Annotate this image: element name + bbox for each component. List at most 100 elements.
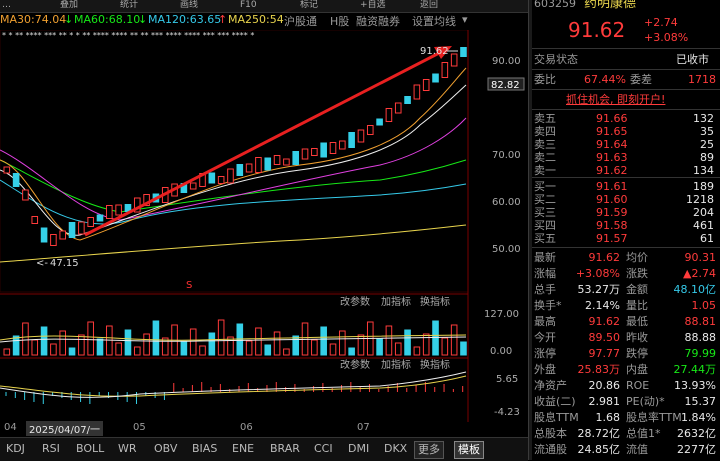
- candle: [50, 234, 57, 246]
- candle: [96, 214, 104, 222]
- bid-volume: 461: [693, 219, 714, 232]
- candle: [339, 140, 346, 150]
- stat-value: 15.37: [684, 395, 717, 408]
- volume-bar: [199, 345, 206, 356]
- stat-value: ▲2.74: [683, 267, 716, 280]
- kline-chart-area[interactable]: * * ** **** *** ** * * ** **** **** ** *…: [0, 29, 528, 430]
- chevron-down-icon[interactable]: ▾: [462, 13, 468, 26]
- tab-obv[interactable]: OBV: [154, 442, 178, 455]
- more-indicators-button[interactable]: 更多: [414, 441, 444, 459]
- low-price-label-arrow: <-: [36, 258, 48, 269]
- tab-ene[interactable]: ENE: [232, 442, 255, 455]
- ma-settings-button[interactable]: 设置均线: [412, 15, 456, 28]
- ma60-line: [0, 159, 467, 213]
- candle: [87, 217, 94, 227]
- toolbar-item-draw[interactable]: 画线: [180, 0, 199, 10]
- bid-row[interactable]: 买二 91.60 1218: [532, 193, 720, 206]
- ask-volume: 89: [700, 151, 714, 164]
- bid-level-label: 买五: [534, 232, 556, 245]
- vol-edit-params-button[interactable]: 改参数: [340, 295, 370, 308]
- kline-chart[interactable]: * * ** **** *** ** * * ** **** **** ** *…: [0, 29, 528, 430]
- bid-row[interactable]: 买三 91.59 204: [532, 206, 720, 219]
- low-price-label: 47.15: [50, 258, 79, 269]
- macd-histogram: [5, 382, 464, 404]
- candle: [59, 230, 67, 240]
- bid-level-label: 买三: [534, 206, 556, 219]
- ma30-line: [0, 117, 467, 221]
- toolbar-item-mark[interactable]: 标记: [300, 0, 319, 10]
- date-label-04: 04: [4, 422, 17, 433]
- toolbar-item-stats[interactable]: 统计: [120, 0, 139, 10]
- volume-bar: [460, 341, 467, 356]
- promo-banner[interactable]: 抓住机会, 即刻开户!: [532, 92, 720, 108]
- tab-boll[interactable]: BOLL: [76, 442, 105, 455]
- margin-trading-link[interactable]: 融资融券: [356, 15, 400, 28]
- stat-label: PE(动)*: [626, 395, 665, 408]
- toolbar-item-overlay[interactable]: 叠加: [60, 0, 79, 10]
- current-price-tag: 82.82: [491, 80, 520, 91]
- indicator-tabs: KDJ RSI BOLL WR OBV BIAS ENE BRAR CCI DM…: [0, 437, 528, 461]
- bid-row[interactable]: 买四 91.58 461: [532, 219, 720, 232]
- macd-change-indicator-button[interactable]: 换指标: [420, 358, 450, 371]
- macd-y-tick-min: -4.23: [494, 407, 520, 418]
- promo-link[interactable]: 抓住机会, 即刻开户!: [566, 93, 666, 106]
- vol-change-indicator-button[interactable]: 换指标: [420, 295, 450, 308]
- vol-add-indicator-button[interactable]: 加指标: [381, 295, 411, 308]
- template-button[interactable]: 模板: [454, 441, 484, 459]
- tab-kdj[interactable]: KDJ: [6, 442, 25, 455]
- candle: [348, 132, 355, 148]
- stat-value: 28.72亿: [577, 427, 621, 440]
- h-share-link[interactable]: H股: [330, 15, 350, 28]
- volume-bar: [12, 335, 20, 356]
- macd-edit-params-button[interactable]: 改参数: [340, 358, 370, 371]
- volume-bar: [189, 328, 197, 356]
- candle: [227, 168, 234, 184]
- bid-row[interactable]: 买五 91.57 61: [532, 232, 720, 245]
- ask-volume: 25: [700, 138, 714, 151]
- stat-label: 股息TTM: [534, 411, 579, 424]
- ma120-value: MA120:63.65: [148, 13, 222, 26]
- stat-value: 91.62: [588, 251, 621, 264]
- weicha-value: 1718: [688, 73, 716, 86]
- tab-cci[interactable]: CCI: [314, 442, 333, 455]
- macd-add-indicator-button[interactable]: 加指标: [381, 358, 411, 371]
- quote-panel: 603259 药明康德 91.62 +2.74 +3.08% 交易状态 已收市 …: [532, 0, 720, 460]
- candle: [432, 73, 439, 83]
- volume-bar: [413, 346, 421, 356]
- tab-brar[interactable]: BRAR: [270, 442, 300, 455]
- volume-bar: [40, 326, 48, 356]
- volume-bar: [124, 329, 132, 356]
- ask-row[interactable]: 卖一 91.62 134: [532, 164, 720, 177]
- stock-header: 603259 药明康德: [532, 0, 720, 11]
- tab-dmi[interactable]: DMI: [348, 442, 370, 455]
- candle: [394, 102, 402, 114]
- stat-row: 换手* 2.14% 量比 1.05: [532, 298, 720, 314]
- stat-label: ROE: [626, 379, 650, 392]
- stock-name: 药明康德: [584, 0, 637, 11]
- volume-bar: [441, 337, 449, 356]
- volume-bar: [78, 334, 85, 356]
- volume-bar: [255, 327, 262, 356]
- toolbar-item-add-watch[interactable]: +自选: [360, 0, 386, 10]
- toolbar-item-f10[interactable]: F10: [240, 0, 257, 10]
- tab-wr[interactable]: WR: [118, 442, 137, 455]
- ask-row[interactable]: 卖五 91.66 132: [532, 112, 720, 125]
- stat-value: 1.84%: [681, 411, 716, 424]
- toolbar-item-more[interactable]: …: [2, 0, 11, 10]
- volume-bar: [22, 322, 29, 356]
- ask-row[interactable]: 卖三 91.64 25: [532, 138, 720, 151]
- hk-connect-link[interactable]: 沪股通: [284, 15, 317, 28]
- tab-dkx[interactable]: DKX: [384, 442, 408, 455]
- ask-row[interactable]: 卖二 91.63 89: [532, 151, 720, 164]
- candle: [376, 118, 383, 126]
- toolbar-item-back[interactable]: 返回: [420, 0, 439, 10]
- panel-splitter[interactable]: [528, 0, 533, 460]
- bid-row[interactable]: 买一 91.61 189: [532, 180, 720, 193]
- price-change: +2.74: [644, 16, 678, 29]
- tab-bias[interactable]: BIAS: [192, 442, 218, 455]
- date-label-cursor: 2025/04/07/一: [26, 421, 104, 436]
- ask-row[interactable]: 卖四 91.65 35: [532, 125, 720, 138]
- ask-level-label: 卖四: [534, 125, 556, 138]
- volume-bar: [161, 337, 169, 356]
- tab-rsi[interactable]: RSI: [42, 442, 60, 455]
